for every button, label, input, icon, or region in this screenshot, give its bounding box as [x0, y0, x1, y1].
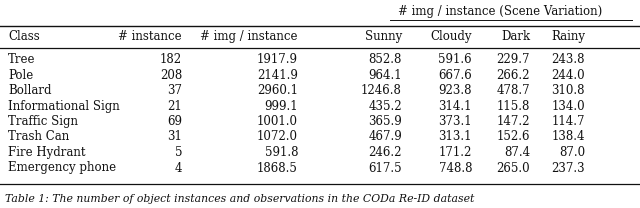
Text: 591.6: 591.6 — [438, 53, 472, 66]
Text: 69: 69 — [167, 115, 182, 128]
Text: 1868.5: 1868.5 — [257, 161, 298, 175]
Text: 115.8: 115.8 — [497, 99, 530, 113]
Text: # instance: # instance — [118, 30, 182, 43]
Text: 147.2: 147.2 — [497, 115, 530, 128]
Text: 467.9: 467.9 — [368, 130, 402, 144]
Text: 87.4: 87.4 — [504, 146, 530, 159]
Text: 244.0: 244.0 — [552, 68, 585, 82]
Text: Table 1: The number of object instances and observations in the CODa Re-ID datas: Table 1: The number of object instances … — [5, 193, 474, 203]
Text: 138.4: 138.4 — [552, 130, 585, 144]
Text: 243.8: 243.8 — [552, 53, 585, 66]
Text: 748.8: 748.8 — [438, 161, 472, 175]
Text: 134.0: 134.0 — [552, 99, 585, 113]
Text: 1072.0: 1072.0 — [257, 130, 298, 144]
Text: Class: Class — [8, 30, 40, 43]
Text: Fire Hydrant: Fire Hydrant — [8, 146, 86, 159]
Text: Informational Sign: Informational Sign — [8, 99, 120, 113]
Text: 266.2: 266.2 — [497, 68, 530, 82]
Text: # img / instance (Scene Variation): # img / instance (Scene Variation) — [398, 5, 602, 18]
Text: 2141.9: 2141.9 — [257, 68, 298, 82]
Text: 313.1: 313.1 — [438, 130, 472, 144]
Text: Pole: Pole — [8, 68, 33, 82]
Text: 31: 31 — [167, 130, 182, 144]
Text: Rainy: Rainy — [551, 30, 585, 43]
Text: 478.7: 478.7 — [497, 84, 530, 97]
Text: 87.0: 87.0 — [559, 146, 585, 159]
Text: Tree: Tree — [8, 53, 35, 66]
Text: 4: 4 — [175, 161, 182, 175]
Text: 923.8: 923.8 — [438, 84, 472, 97]
Text: 246.2: 246.2 — [369, 146, 402, 159]
Text: 208: 208 — [160, 68, 182, 82]
Text: 1001.0: 1001.0 — [257, 115, 298, 128]
Text: 265.0: 265.0 — [497, 161, 530, 175]
Text: 171.2: 171.2 — [438, 146, 472, 159]
Text: Traffic Sign: Traffic Sign — [8, 115, 78, 128]
Text: 229.7: 229.7 — [497, 53, 530, 66]
Text: Emergency phone: Emergency phone — [8, 161, 116, 175]
Text: Dark: Dark — [501, 30, 530, 43]
Text: 1917.9: 1917.9 — [257, 53, 298, 66]
Text: 2960.1: 2960.1 — [257, 84, 298, 97]
Text: # img / instance: # img / instance — [200, 30, 298, 43]
Text: 314.1: 314.1 — [438, 99, 472, 113]
Text: 310.8: 310.8 — [552, 84, 585, 97]
Text: 365.9: 365.9 — [368, 115, 402, 128]
Text: Bollard: Bollard — [8, 84, 51, 97]
Text: 21: 21 — [167, 99, 182, 113]
Text: 5: 5 — [175, 146, 182, 159]
Text: 37: 37 — [167, 84, 182, 97]
Text: 591.8: 591.8 — [264, 146, 298, 159]
Text: 667.6: 667.6 — [438, 68, 472, 82]
Text: 1246.8: 1246.8 — [361, 84, 402, 97]
Text: 237.3: 237.3 — [552, 161, 585, 175]
Text: Sunny: Sunny — [365, 30, 402, 43]
Text: 182: 182 — [160, 53, 182, 66]
Text: Cloudy: Cloudy — [431, 30, 472, 43]
Text: 964.1: 964.1 — [369, 68, 402, 82]
Text: Trash Can: Trash Can — [8, 130, 69, 144]
Text: 852.8: 852.8 — [369, 53, 402, 66]
Text: 999.1: 999.1 — [264, 99, 298, 113]
Text: 114.7: 114.7 — [552, 115, 585, 128]
Text: 435.2: 435.2 — [369, 99, 402, 113]
Text: 152.6: 152.6 — [497, 130, 530, 144]
Text: 373.1: 373.1 — [438, 115, 472, 128]
Text: 617.5: 617.5 — [369, 161, 402, 175]
